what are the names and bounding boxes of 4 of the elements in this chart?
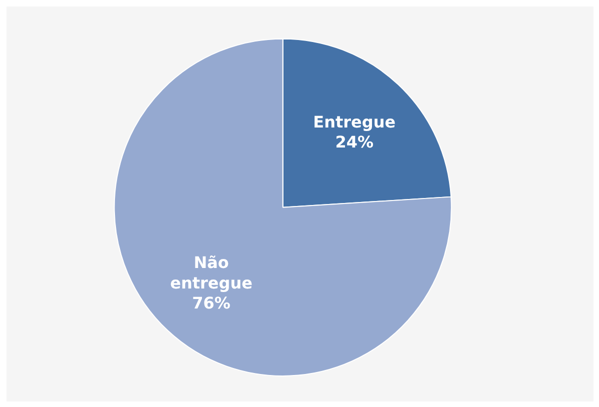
slice-label: Não entregue bbox=[170, 252, 253, 292]
slice-label: Entregue bbox=[313, 112, 396, 132]
data-label: 24% bbox=[335, 132, 374, 152]
data-label: 76% bbox=[192, 294, 230, 313]
